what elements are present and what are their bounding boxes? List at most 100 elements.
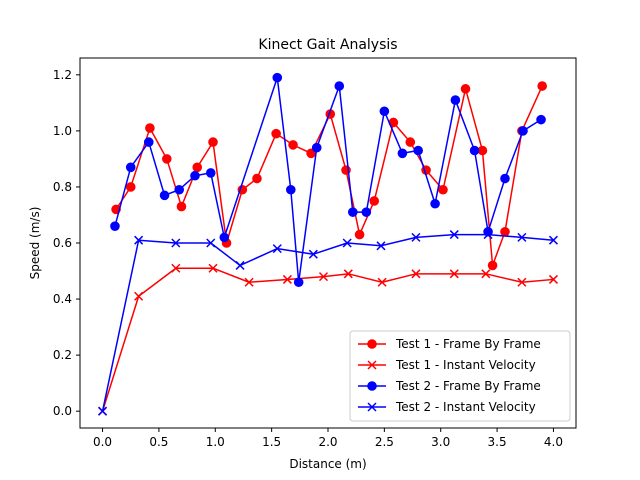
y-tick-label: 0.4 [53,292,72,306]
y-tick-label: 0.6 [53,236,72,250]
series-line [101,233,554,412]
data-point [411,269,421,279]
data-point [477,145,488,156]
data-point [311,142,322,153]
data-point [405,137,416,147]
data-point [143,137,154,147]
data-point [110,221,120,231]
data-point [208,137,218,147]
data-point [205,168,216,178]
data-point [334,81,345,91]
y-axis-ticks: 0.0 0.2 0.4 0.6 0.8 1.0 1.2 [53,68,80,418]
data-point [145,123,155,133]
series-2 [98,263,558,416]
data-point [125,162,136,173]
data-point [134,235,144,245]
series-4 [98,230,558,416]
y-tick-label: 1.2 [53,68,72,82]
data-point [192,162,203,173]
data-point [377,277,387,287]
legend-item: Test 2 - Frame By Frame [358,379,541,393]
data-point [487,260,498,271]
data-point [369,196,380,206]
legend-label: Test 2 - Instant Velocity [395,400,536,414]
data-point [190,170,200,181]
data-point [244,277,254,287]
x-tick-label: 3.5 [488,435,507,449]
legend-marker [367,381,377,391]
data-point [176,201,187,212]
x-tick-label: 1.5 [262,435,281,449]
data-point [271,128,281,139]
data-point [272,72,283,83]
legend: Test 1 - Frame By Frame Test 1 - Instant … [349,330,571,422]
data-point [469,145,480,156]
data-point [449,269,459,279]
data-point [125,182,136,192]
legend-frame [349,330,571,422]
data-point [252,173,262,184]
data-point [342,238,352,248]
x-axis-label: Distance (m) [289,457,366,471]
data-point [517,277,527,287]
data-point [354,229,365,240]
data-point [411,232,421,242]
series-layer [98,72,558,416]
data-point [460,84,471,94]
data-point [449,230,459,240]
y-tick-label: 1.0 [53,124,72,138]
data-point [430,198,440,209]
legend-label: Test 1 - Frame By Frame [395,337,541,351]
data-point [286,184,296,195]
legend-item: Test 1 - Frame By Frame [358,337,541,351]
data-point [537,81,547,91]
x-axis-ticks: 0.0 0.5 1.0 1.5 2.0 2.5 3.0 3.5 4.0 [93,428,563,449]
data-point [235,260,245,270]
y-tick-label: 0.0 [53,404,72,418]
data-point [308,249,318,259]
data-point [219,232,230,243]
data-point [481,269,491,279]
legend-marker [367,339,377,349]
data-point [208,263,218,273]
data-point [98,406,108,416]
legend-label: Test 1 - Instant Velocity [395,358,536,372]
legend-item: Test 2 - Instant Velocity [358,400,536,414]
x-tick-label: 2.5 [375,435,394,449]
legend-label: Test 2 - Frame By Frame [395,379,541,393]
data-point [548,235,558,245]
data-point [174,184,184,195]
data-point [293,277,304,288]
data-point [536,114,546,125]
y-tick-label: 0.8 [53,180,72,194]
data-point [376,241,386,251]
series-line [101,267,554,412]
data-point [288,140,298,150]
data-point [282,274,292,284]
data-point [450,95,461,105]
data-point [548,274,558,284]
x-tick-label: 2.0 [318,435,337,449]
data-point [318,272,329,282]
legend-item: Test 1 - Instant Velocity [358,358,536,372]
data-point [500,226,510,237]
data-point [171,238,181,248]
data-point [413,145,423,156]
data-point [483,230,493,240]
x-tick-label: 4.0 [544,435,563,449]
data-point [162,154,172,164]
legend-marker [367,360,377,370]
data-point [438,184,448,195]
data-point [379,106,390,117]
data-point [348,207,358,217]
data-point [134,291,144,301]
data-point [171,263,181,273]
data-point [517,232,527,242]
y-axis-label: Speed (m/s) [28,207,42,280]
series-3 [110,72,546,288]
x-tick-label: 0.0 [93,435,112,449]
data-point [361,207,372,217]
x-tick-label: 0.5 [149,435,168,449]
data-point [500,173,510,184]
data-point [159,190,170,201]
